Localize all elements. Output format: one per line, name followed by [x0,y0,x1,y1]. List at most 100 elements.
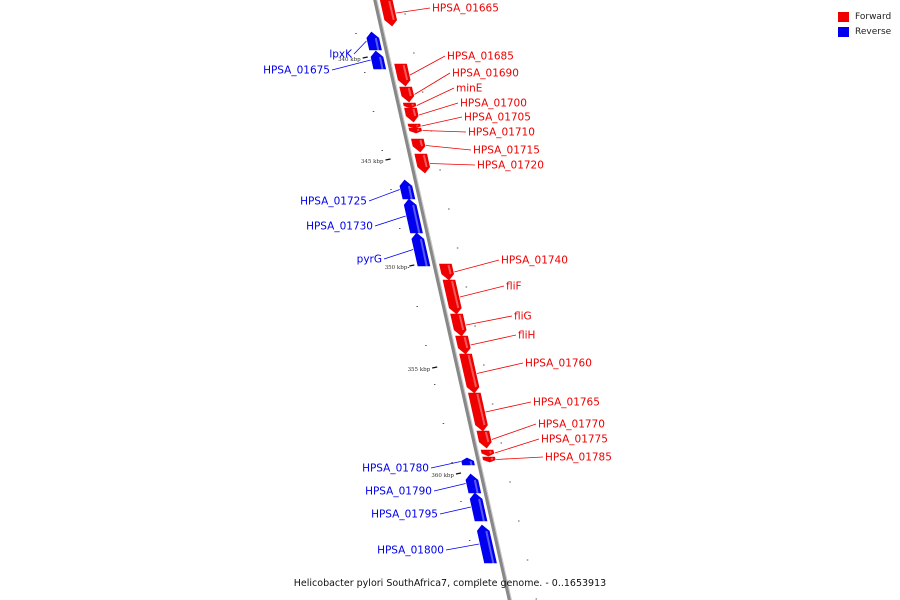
callout-line [454,259,500,273]
gene-label[interactable]: HPSA_01785 [545,452,612,464]
gene-label[interactable]: HPSA_01690 [452,68,519,80]
gene-arrow[interactable] [480,449,495,457]
gene-arrow-shade [469,460,473,467]
gene-label[interactable]: HPSA_01790 [365,486,432,498]
callout-line [433,483,466,492]
gene-label[interactable]: HPSA_01770 [538,419,605,431]
gene-arrow[interactable] [476,524,497,564]
gene-label[interactable]: HPSA_01715 [473,145,540,157]
gene-arrow[interactable] [459,353,480,394]
gene-arrow[interactable] [482,456,496,463]
gene-arrow[interactable] [411,138,426,153]
gene-arrow[interactable] [403,198,423,234]
gene-arrow-shade [478,498,486,523]
callout-line [439,506,471,515]
gene-arrow[interactable] [402,102,417,109]
gene-label[interactable]: HPSA_01705 [464,112,531,124]
gene-label[interactable]: pyrG [357,254,382,266]
gene-label[interactable]: fliF [506,281,522,293]
gene-label[interactable]: fliH [518,330,535,342]
genome-backbone [373,0,512,600]
callout-line [425,145,472,151]
gene-arrow[interactable] [414,153,431,174]
genome-caption: Helicobacter pylori SouthAfrica7, comple… [293,578,607,589]
gene-arrow-shade [490,457,494,461]
callout-line [476,362,524,374]
gene-arrow[interactable] [439,263,455,281]
gene-label[interactable]: HPSA_01740 [501,255,568,267]
scale-tick [455,472,462,475]
scale-label: 350 kbp [385,265,408,271]
gene-label[interactable]: minE [456,83,482,95]
gene-label[interactable]: HPSA_01775 [541,434,608,446]
callout-line [368,189,400,202]
gene-arrow[interactable] [468,392,488,432]
gene-arrow[interactable] [379,0,398,27]
gene-label[interactable]: HPSA_01675 [263,65,330,77]
gene-label[interactable]: HPSA_01780 [362,463,429,475]
gene-arrow-shade [388,0,395,21]
gene-label[interactable]: HPSA_01800 [377,545,444,557]
callout-line [470,334,517,346]
gene-arrow-shade [484,431,490,443]
gene-label[interactable]: HPSA_01795 [371,509,438,521]
callout-line [459,285,505,298]
gene-arrow-shade [419,238,428,268]
gene-arrow[interactable] [442,279,462,315]
callout-line [485,401,532,413]
gene-arrow-shade [451,280,460,309]
callout-line [466,315,513,326]
gene-arrow-shade [458,314,465,331]
callout-line [429,163,476,166]
gene-arrow-shade [489,450,492,454]
callout-line [353,40,367,55]
gene-arrow-shade [419,139,423,147]
gene-arrow[interactable] [461,457,475,466]
scale-tick [385,158,391,161]
gene-arrow-shade [411,103,414,107]
strand-legend: Forward Reverse [838,9,891,39]
gene-arrow[interactable] [366,31,382,51]
gene-arrow[interactable] [408,127,422,134]
gene-arrow[interactable] [411,232,431,267]
gene-label[interactable]: HPSA_01665 [432,3,499,15]
scale-tick [432,366,438,369]
gene-arrow[interactable] [465,473,482,494]
gene-label[interactable]: HPSA_01765 [533,397,600,409]
gene-label[interactable]: lpxK [329,49,353,61]
callout-line [496,456,544,460]
callout-line [331,59,371,71]
gene-arrow[interactable] [407,123,421,129]
gene-arrow[interactable] [469,492,488,522]
gene-arrow-shade [485,530,495,565]
gene-arrow[interactable] [394,63,411,87]
gene-label[interactable]: HPSA_01720 [477,160,544,172]
gene-label[interactable]: HPSA_01685 [447,51,514,63]
scale-label: 360 kbp [431,473,454,479]
gene-arrow-shade [407,87,412,97]
gene-arrow[interactable] [455,335,471,355]
gene-label[interactable]: HPSA_01725 [300,196,367,208]
gene-label[interactable]: HPSA_01760 [525,358,592,370]
callout-line [418,102,459,116]
backbone-edge [376,0,512,600]
gene-arrow-shade [416,128,420,132]
gene-label[interactable]: fliG [514,311,532,323]
gene-arrow[interactable] [399,86,415,103]
gene-arrow[interactable] [370,50,387,70]
gene-arrow-shade [467,354,477,388]
legend-item-reverse: Reverse [838,24,891,39]
legend-reverse-label: Reverse [855,26,892,37]
gene-arrow[interactable] [399,179,416,200]
gene-arrow[interactable] [404,107,419,123]
scale-label: 345 kbp [361,159,384,165]
scale-tick [409,264,415,267]
gene-label[interactable]: HPSA_01700 [460,98,527,110]
gene-label[interactable]: HPSA_01730 [306,221,373,233]
gene-callouts: HPSA_01665 lpxK HPSA_01675 HPSA_01685 HPSA_0… [263,3,612,557]
gene-arrow[interactable] [476,430,492,449]
gene-arrow[interactable] [450,313,467,337]
gene-label[interactable]: HPSA_01710 [468,127,535,139]
callout-line [491,423,537,440]
